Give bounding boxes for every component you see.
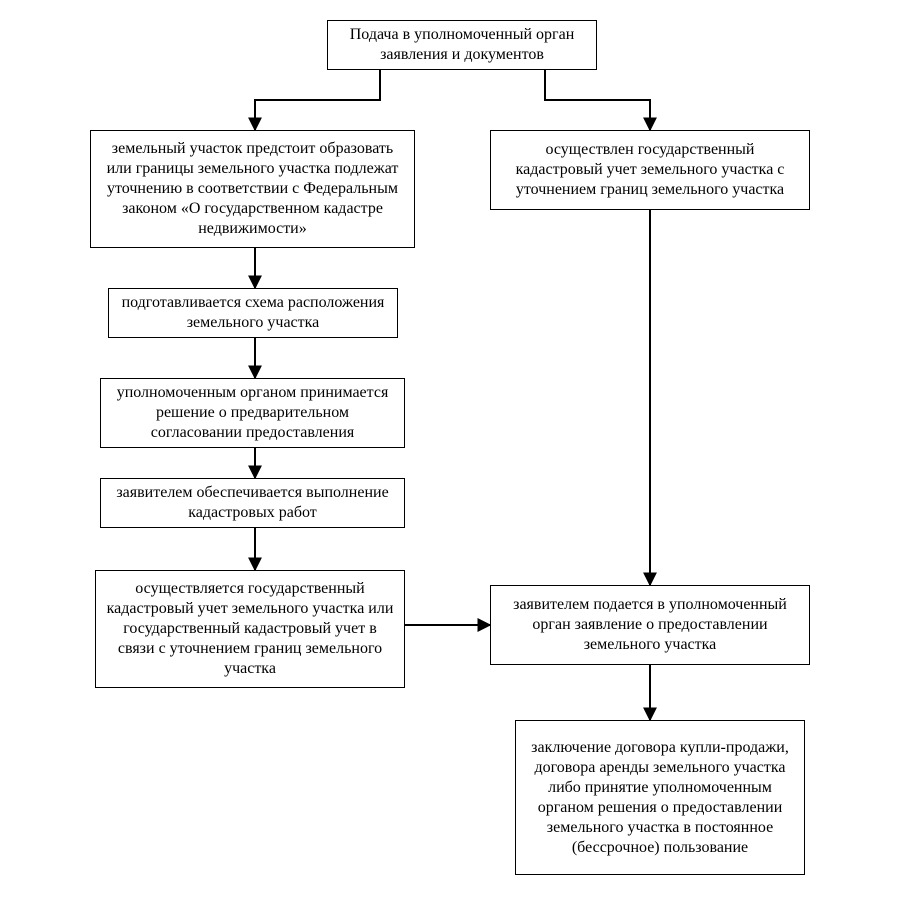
node-text: подготавливается схема расположения земе… bbox=[119, 293, 387, 333]
node-contract-conclusion: заключение договора купли-продажи, догов… bbox=[515, 720, 805, 875]
node-prepare-scheme: подготавливается схема расположения земе… bbox=[108, 288, 398, 338]
node-application-provision: заявителем подается в уполномоченный орг… bbox=[490, 585, 810, 665]
node-cadastral-registration: осуществляется государственный кадастров… bbox=[95, 570, 405, 688]
node-text: заявителем подается в уполномоченный орг… bbox=[501, 595, 799, 655]
node-text: заключение договора купли-продажи, догов… bbox=[526, 738, 794, 858]
node-text: заявителем обеспечивается выполнение кад… bbox=[111, 483, 394, 523]
node-text: осуществляется государственный кадастров… bbox=[106, 579, 394, 679]
node-cadastral-done: осуществлен государственный кадастровый … bbox=[490, 130, 810, 210]
node-preliminary-approval: уполномоченным органом принимается решен… bbox=[100, 378, 405, 448]
node-text: осуществлен государственный кадастровый … bbox=[501, 140, 799, 200]
node-text: Подача в уполномоченный орган заявления … bbox=[338, 25, 586, 65]
node-cadastral-works: заявителем обеспечивается выполнение кад… bbox=[100, 478, 405, 528]
node-plot-to-form: земельный участок предстоит образовать и… bbox=[90, 130, 415, 248]
flowchart-canvas: Подача в уполномоченный орган заявления … bbox=[0, 0, 900, 900]
node-submission: Подача в уполномоченный орган заявления … bbox=[327, 20, 597, 70]
node-text: уполномоченным органом принимается решен… bbox=[111, 383, 394, 443]
node-text: земельный участок предстоит образовать и… bbox=[101, 139, 404, 239]
